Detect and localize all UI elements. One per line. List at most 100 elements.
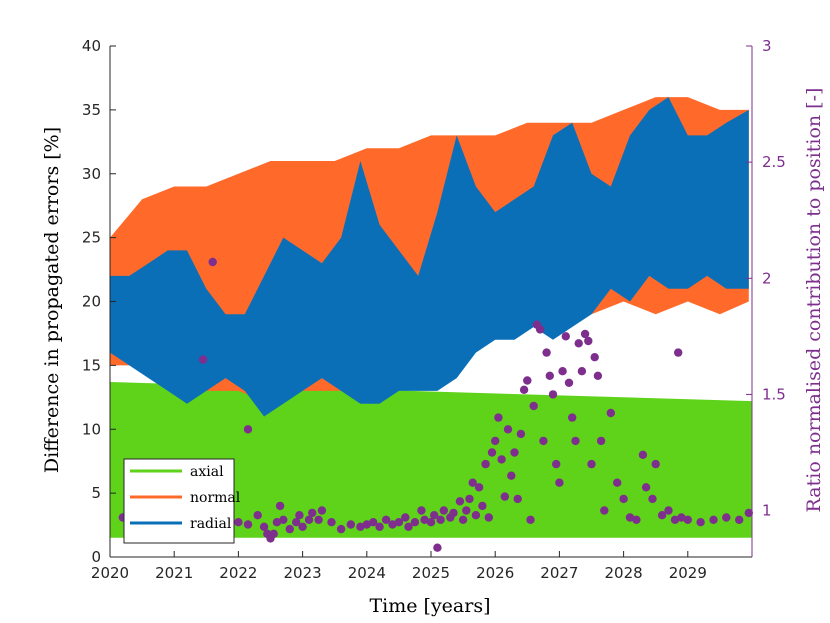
ratio-point-60 xyxy=(484,513,493,522)
ratio-point-61 xyxy=(487,448,497,457)
ratio-point-43 xyxy=(420,515,429,524)
ratio-point-55 xyxy=(468,478,477,487)
ratio-point-71 xyxy=(519,385,529,394)
ratio-point-41 xyxy=(410,518,420,527)
y-right-tick-label-2: 2 xyxy=(762,269,772,287)
ratio-point-28 xyxy=(317,506,327,515)
ratio-point-37 xyxy=(388,520,397,529)
ratio-point-12 xyxy=(243,425,253,434)
ratio-point-58 xyxy=(478,501,487,511)
y-right-tick-label-1: 1 xyxy=(762,502,772,520)
ratio-point-59 xyxy=(481,459,490,469)
y-tick-label-10: 10 xyxy=(82,420,101,438)
ratio-point-38 xyxy=(394,518,404,527)
ratio-point-101 xyxy=(632,515,641,524)
ratio-point-56 xyxy=(471,511,481,520)
ratio-point-76 xyxy=(535,325,545,334)
ratio-point-53 xyxy=(462,506,471,515)
x-axis-title: Time [years] xyxy=(369,595,490,617)
ratio-point-8 xyxy=(208,257,217,267)
ratio-point-21 xyxy=(285,524,294,534)
ratio-point-70 xyxy=(516,429,526,439)
ratio-point-81 xyxy=(552,459,561,469)
ratio-point-94 xyxy=(593,371,603,380)
ratio-point-18 xyxy=(272,518,282,527)
ratio-point-86 xyxy=(568,413,577,422)
ratio-point-95 xyxy=(596,436,606,446)
ratio-point-51 xyxy=(455,497,465,506)
ratio-point-24 xyxy=(298,522,307,531)
ratio-point-26 xyxy=(308,508,317,518)
y-tick-label-15: 15 xyxy=(82,356,101,374)
y-tick-label-40: 40 xyxy=(82,37,101,55)
ratio-point-11 xyxy=(243,520,253,529)
x-tick-label-2025: 2025 xyxy=(412,564,450,582)
ratio-point-110 xyxy=(677,513,686,522)
ratio-point-46 xyxy=(433,543,442,552)
ratio-point-109 xyxy=(674,348,683,357)
ratio-point-23 xyxy=(295,511,304,520)
y-tick-label-25: 25 xyxy=(82,229,101,247)
ratio-point-112 xyxy=(696,518,705,527)
x-tick-label-2024: 2024 xyxy=(348,564,386,582)
ratio-point-99 xyxy=(619,494,628,504)
ratio-point-90 xyxy=(580,329,590,339)
ratio-point-10 xyxy=(234,518,243,527)
x-tick-label-2026: 2026 xyxy=(476,564,514,582)
y-tick-label-35: 35 xyxy=(82,101,101,119)
ratio-point-33 xyxy=(362,520,371,529)
ratio-point-82 xyxy=(555,478,564,487)
x-tick-label-2023: 2023 xyxy=(284,564,322,582)
ratio-point-22 xyxy=(292,518,301,527)
y-tick-label-5: 5 xyxy=(91,484,101,502)
ratio-point-40 xyxy=(404,522,413,531)
ratio-point-35 xyxy=(375,522,384,531)
ratio-point-32 xyxy=(356,522,365,531)
ratio-point-108 xyxy=(670,515,680,524)
ratio-point-69 xyxy=(513,494,522,504)
ratio-point-63 xyxy=(494,413,503,422)
y-axis-right-title: Ratio normalised contribution to positio… xyxy=(803,88,825,513)
ratio-point-96 xyxy=(600,506,609,515)
ratio-point-45 xyxy=(430,511,439,520)
series-radial-area xyxy=(110,97,749,417)
ratio-point-17 xyxy=(269,529,278,538)
series-axial-area xyxy=(110,382,752,538)
ratio-point-113 xyxy=(709,515,718,524)
ratio-point-107 xyxy=(664,506,673,515)
ratio-point-97 xyxy=(606,408,615,418)
ratio-point-68 xyxy=(510,448,519,457)
ratio-point-39 xyxy=(401,513,410,522)
ratio-point-85 xyxy=(564,378,574,387)
ratio-point-98 xyxy=(613,478,622,487)
ratio-point-50 xyxy=(449,508,458,518)
ratio-point-72 xyxy=(523,376,532,385)
ratio-point-104 xyxy=(648,494,657,504)
ratio-point-13 xyxy=(253,511,262,520)
ratio-point-52 xyxy=(458,515,468,524)
ratio-point-106 xyxy=(657,511,667,520)
ratio-point-114 xyxy=(722,513,731,522)
ratio-point-67 xyxy=(507,471,516,480)
x-tick-label-2020: 2020 xyxy=(91,564,129,582)
ratio-point-65 xyxy=(500,492,509,501)
ratio-point-42 xyxy=(417,506,426,515)
x-tick-label-2022: 2022 xyxy=(219,564,257,582)
y-right-tick-label-2.5: 2.5 xyxy=(762,153,786,171)
ratio-point-14 xyxy=(259,522,269,531)
ratio-point-57 xyxy=(474,483,484,492)
ratio-point-64 xyxy=(497,455,506,464)
ratio-point-105 xyxy=(651,459,660,469)
ratio-point-47 xyxy=(436,515,445,524)
ratio-point-92 xyxy=(587,459,596,469)
ratio-point-88 xyxy=(574,339,583,348)
ratio-point-54 xyxy=(465,494,474,504)
axes: 2020 2021 2022 2023 2024 2025 2026 2027 2028 2029… xyxy=(82,37,786,582)
ratio-point-89 xyxy=(577,367,587,376)
x-tick-label-2021: 2021 xyxy=(155,564,193,582)
y-tick-label-30: 30 xyxy=(82,165,101,183)
ratio-point-102 xyxy=(638,450,648,459)
ratio-point-27 xyxy=(314,515,323,524)
ratio-point-77 xyxy=(539,436,548,446)
ratio-point-87 xyxy=(571,436,580,446)
